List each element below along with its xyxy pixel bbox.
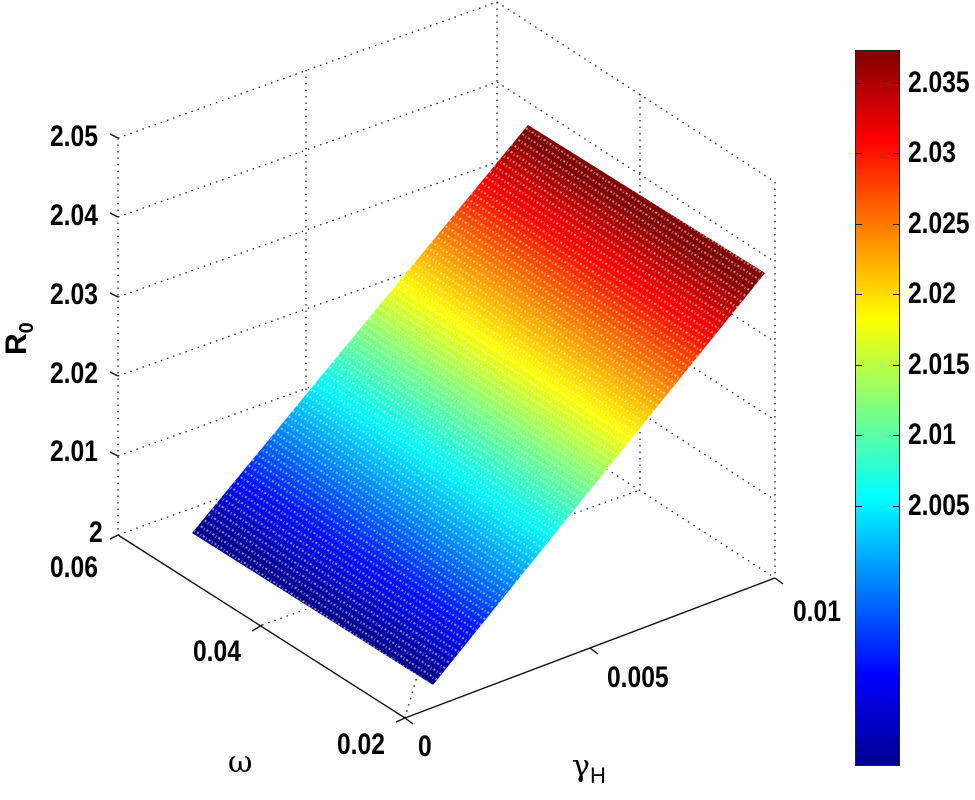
z-tick-label: 2.02 (50, 357, 98, 390)
z-title-sub: 0 (16, 322, 38, 334)
z-tick-label: 2 (89, 516, 103, 549)
z-tick-label: 2.04 (50, 199, 98, 232)
omega-tick-label: 0.02 (337, 728, 385, 761)
colorbar-tick-label: 2.035 (908, 66, 970, 99)
z-title-main: R (0, 333, 33, 355)
colorbar-tick-label: 2.015 (908, 348, 970, 381)
z-axis-title: R0 (0, 322, 38, 355)
omega-axis-line (117, 534, 406, 719)
omega-tick-label: 0.04 (193, 635, 241, 668)
surface (192, 125, 765, 685)
gamma-axis-title: γH (572, 752, 606, 787)
omega-axis-title: ω (228, 745, 253, 780)
colorbar-tick-label: 2.01 (908, 418, 956, 451)
z-tick-label: 2.03 (50, 278, 98, 311)
gamma-tick-label: 0 (418, 730, 432, 763)
gamma-title-main: γ (572, 749, 590, 784)
colorbar-tick-label: 2.03 (908, 136, 956, 169)
colorbar-tick-label: 2.02 (908, 277, 956, 310)
gamma-tick-label: 0.01 (793, 595, 841, 628)
colorbar-tick-label: 2.005 (908, 489, 970, 522)
axes (109, 133, 784, 725)
gamma-title-sub: H (589, 763, 606, 788)
colorbar-tick-label: 2.025 (908, 207, 970, 240)
z-tick-label: 2.01 (50, 435, 98, 468)
omega-tick-label: 0.06 (50, 551, 98, 584)
z-tick-label: 2.05 (50, 120, 98, 153)
colorbar (855, 50, 900, 766)
gamma-tick-label: 0.005 (607, 661, 669, 694)
